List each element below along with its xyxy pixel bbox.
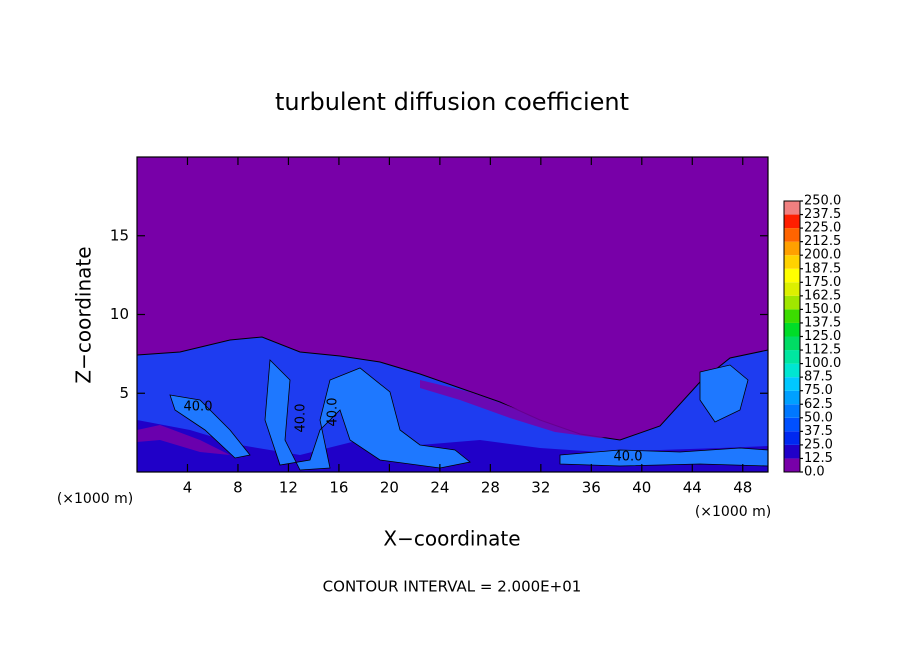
colorbar-band bbox=[784, 214, 800, 229]
x-tick-label: 8 bbox=[233, 479, 243, 497]
x-tick-label: 4 bbox=[183, 479, 193, 497]
colorbar-label: 212.5 bbox=[804, 234, 841, 249]
x-axis-label: X−coordinate bbox=[383, 527, 520, 551]
colorbar-label: 187.5 bbox=[804, 261, 841, 276]
colorbar-label: 75.0 bbox=[804, 383, 833, 398]
colorbar-label: 25.0 bbox=[804, 437, 833, 452]
colorbar-band bbox=[784, 201, 800, 215]
x-tick-label: 40 bbox=[632, 479, 651, 497]
x-tick-label: 16 bbox=[329, 479, 348, 497]
colorbar-band bbox=[784, 241, 800, 256]
y-tick-label: 5 bbox=[119, 384, 129, 402]
field-region bbox=[699, 364, 749, 423]
field-region bbox=[169, 394, 251, 459]
field-region bbox=[264, 359, 471, 471]
colorbar-band bbox=[784, 295, 800, 310]
colorbar-band bbox=[784, 322, 800, 337]
x-tick-label: 20 bbox=[380, 479, 399, 497]
colorbar-label: 150.0 bbox=[804, 302, 841, 317]
x-tick-label: 28 bbox=[481, 479, 500, 497]
colorbar-label: 0.0 bbox=[804, 465, 825, 480]
colorbar-label: 162.5 bbox=[804, 288, 841, 303]
x-tick-label: 36 bbox=[582, 479, 601, 497]
x-tick-label: 48 bbox=[733, 479, 752, 497]
colorbar-band bbox=[784, 458, 800, 472]
colorbar-label: 175.0 bbox=[804, 275, 841, 290]
contour-label: 40.0 bbox=[184, 400, 213, 415]
colorbar-band bbox=[784, 268, 800, 283]
contour-label: 40.0 bbox=[614, 450, 643, 465]
colorbar-band bbox=[784, 404, 800, 418]
contour-label: 40.0 bbox=[326, 398, 341, 427]
colorbar-label: 100.0 bbox=[804, 356, 841, 371]
colorbar-label: 237.5 bbox=[804, 207, 841, 222]
x-tick-label: 12 bbox=[279, 479, 298, 497]
colorbar-band bbox=[784, 377, 800, 391]
x-tick-label: 32 bbox=[531, 479, 550, 497]
y-axis-label: Z−coordinate bbox=[72, 246, 96, 383]
x-tick-label: 44 bbox=[683, 479, 702, 497]
x-unit-label: (×1000 m) bbox=[695, 504, 771, 520]
colorbar-band bbox=[784, 282, 800, 296]
x-unit-label: (×1000 m) bbox=[57, 491, 133, 507]
colorbar-label: 250.0 bbox=[804, 194, 841, 209]
colorbar-band bbox=[784, 444, 800, 459]
colorbar-label: 225.0 bbox=[804, 221, 841, 236]
colorbar-label: 200.0 bbox=[804, 248, 841, 263]
x-tick-label: 24 bbox=[430, 479, 449, 497]
y-tick-label: 15 bbox=[110, 226, 129, 244]
field bbox=[136, 157, 769, 473]
colorbar-label: 125.0 bbox=[804, 329, 841, 344]
colorbar-label: 12.5 bbox=[804, 451, 833, 466]
colorbar-band bbox=[784, 390, 800, 405]
colorbar-band bbox=[784, 228, 800, 242]
colorbar-label: 50.0 bbox=[804, 410, 833, 425]
contour-label: 40.0 bbox=[294, 404, 309, 433]
colorbar-band bbox=[784, 350, 800, 364]
colorbar-label: 37.5 bbox=[804, 424, 833, 439]
field-region bbox=[420, 380, 640, 438]
colorbar-label: 87.5 bbox=[804, 370, 833, 385]
colorbar-band bbox=[784, 309, 800, 323]
colorbar-label: 112.5 bbox=[804, 343, 841, 358]
colorbar-band bbox=[784, 336, 800, 351]
y-tick-label: 10 bbox=[110, 305, 129, 323]
colorbar-band bbox=[784, 363, 800, 378]
footer-note: CONTOUR INTERVAL = 2.000E+01 bbox=[323, 578, 582, 596]
colorbar-band bbox=[784, 431, 800, 445]
colorbar-band bbox=[784, 255, 800, 269]
chart-title: turbulent diffusion coefficient bbox=[275, 88, 629, 116]
colorbar-label: 137.5 bbox=[804, 315, 841, 330]
field-region bbox=[137, 425, 230, 455]
colorbar-band bbox=[784, 417, 800, 432]
colorbar-label: 62.5 bbox=[804, 397, 833, 412]
